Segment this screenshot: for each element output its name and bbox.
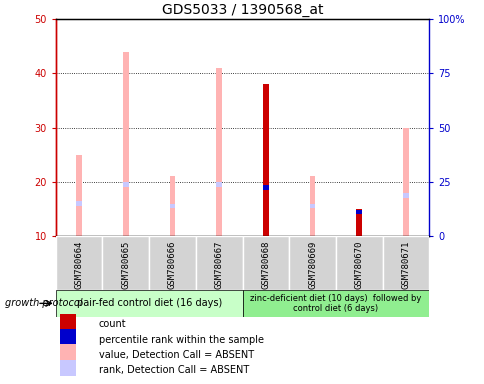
Bar <box>262 185 268 190</box>
Bar <box>356 210 361 214</box>
Bar <box>356 210 361 214</box>
Bar <box>149 236 196 290</box>
Bar <box>402 127 408 236</box>
Text: value, Detection Call = ABSENT: value, Detection Call = ABSENT <box>99 350 253 360</box>
Bar <box>123 182 128 187</box>
Bar <box>56 236 102 290</box>
Bar <box>216 182 222 187</box>
Bar <box>288 236 335 290</box>
Bar <box>196 236 242 290</box>
Bar <box>60 359 76 376</box>
Bar <box>60 329 76 346</box>
Text: rank, Detection Call = ABSENT: rank, Detection Call = ABSENT <box>99 365 248 375</box>
Bar <box>262 84 268 236</box>
Title: GDS5033 / 1390568_at: GDS5033 / 1390568_at <box>162 3 322 17</box>
Text: pair-fed control diet (16 days): pair-fed control diet (16 days) <box>76 298 221 308</box>
Bar <box>102 236 149 290</box>
Bar <box>60 314 76 331</box>
Text: zinc-deficient diet (10 days)  followed by
control diet (6 days): zinc-deficient diet (10 days) followed b… <box>250 294 421 313</box>
Bar <box>169 204 175 209</box>
Text: GSM780671: GSM780671 <box>401 240 409 289</box>
Bar <box>309 177 315 236</box>
Bar <box>309 204 315 209</box>
Bar <box>356 209 361 236</box>
Bar <box>76 202 82 206</box>
Bar <box>382 236 428 290</box>
Text: GSM780667: GSM780667 <box>214 240 223 289</box>
Bar <box>56 290 242 317</box>
Bar <box>402 193 408 198</box>
Bar <box>335 236 382 290</box>
Bar <box>123 52 128 236</box>
Bar <box>356 209 361 236</box>
Bar <box>169 177 175 236</box>
Text: count: count <box>99 319 126 329</box>
Bar <box>242 236 288 290</box>
Text: GSM780664: GSM780664 <box>75 240 83 289</box>
Bar <box>262 84 268 236</box>
Text: percentile rank within the sample: percentile rank within the sample <box>99 335 263 345</box>
Bar <box>216 68 222 236</box>
Text: GSM780668: GSM780668 <box>261 240 270 289</box>
Text: growth protocol: growth protocol <box>5 298 82 308</box>
Text: GSM780665: GSM780665 <box>121 240 130 289</box>
Bar <box>60 344 76 361</box>
Bar <box>262 185 268 190</box>
Text: GSM780670: GSM780670 <box>354 240 363 289</box>
Text: GSM780669: GSM780669 <box>307 240 317 289</box>
Bar <box>242 290 428 317</box>
Text: GSM780666: GSM780666 <box>167 240 177 289</box>
Bar <box>76 155 82 236</box>
